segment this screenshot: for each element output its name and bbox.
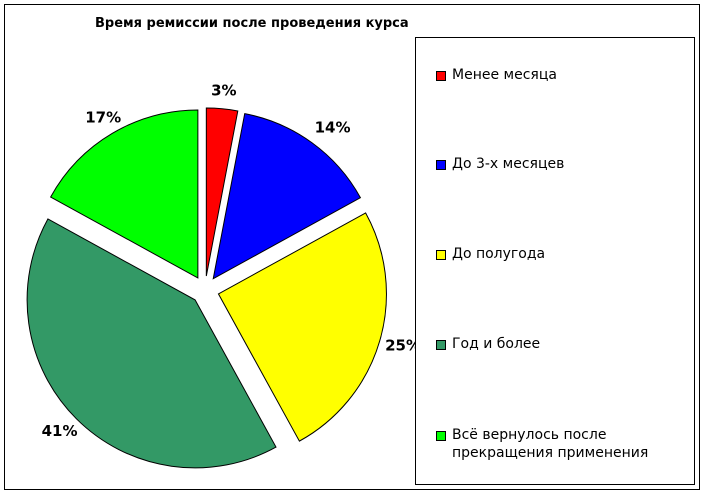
legend-swatch-blue (436, 160, 446, 170)
pie-slice-year-or-more (26, 218, 277, 469)
pie-slice-up-to-3-months (212, 113, 362, 280)
legend-item-all-returned: Всё вернулось после прекращения применен… (436, 426, 687, 462)
legend-swatch-dark-green (436, 340, 446, 350)
legend-label: Год и более (452, 336, 541, 352)
chart-title: Время ремиссии после проведения курса (95, 16, 409, 31)
legend-swatch-green (436, 431, 446, 441)
legend-item-up-to-half-year: До полугода (436, 245, 687, 263)
legend-item-up-to-3-months: До 3-х месяцев (436, 155, 687, 173)
pie-slice-all-returned (49, 109, 199, 279)
legend-label: До полугода (452, 246, 546, 262)
pie-slice-up-to-half-year (217, 212, 387, 442)
legend-item-year-or-more: Год и более (436, 335, 687, 353)
pie-data-label: 14% (315, 119, 351, 137)
pie-data-label: 3% (211, 81, 236, 99)
legend-swatch-yellow (436, 250, 446, 260)
pie-data-label: 25% (385, 336, 421, 354)
pie-slice-less-than-month (205, 107, 239, 277)
legend-label: До 3-х месяцев (452, 156, 565, 172)
legend-item-less-than-month: Менее месяца (436, 66, 687, 84)
legend-swatch-red (436, 71, 446, 81)
legend-label: Менее месяца (452, 67, 557, 83)
pie-data-label: 41% (42, 422, 78, 440)
legend: Менее месяца До 3-х месяцев До полугода … (415, 37, 695, 485)
pie-data-label: 17% (85, 108, 121, 126)
legend-label: Всё вернулось после прекращения применен… (452, 427, 649, 461)
